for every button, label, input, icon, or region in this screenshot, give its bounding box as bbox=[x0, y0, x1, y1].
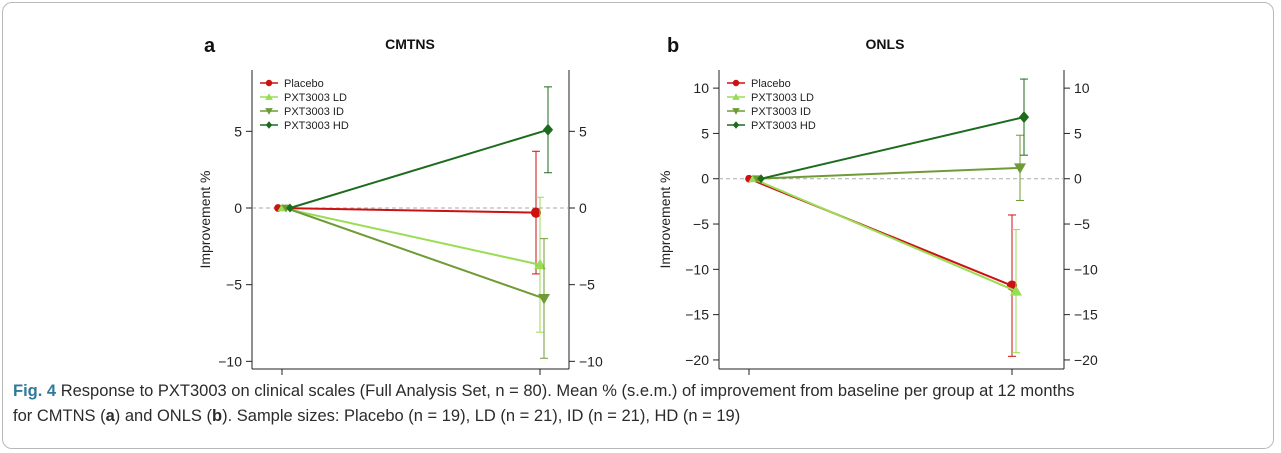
figure-frame bbox=[2, 2, 1274, 449]
series-line-3 bbox=[760, 116, 1025, 180]
caption-line2-c: ) and ONLS ( bbox=[114, 407, 212, 425]
data-point-12m bbox=[1010, 285, 1022, 296]
legend-label: PXT3003 LD bbox=[284, 92, 347, 104]
y-tick-label-left: 10 bbox=[693, 80, 709, 96]
legend-marker bbox=[265, 121, 273, 129]
legend-label: PXT3003 LD bbox=[751, 92, 814, 104]
x-tick-label: 12 Months bbox=[979, 377, 1044, 380]
caption-line2-a: for CMTNS ( bbox=[13, 407, 106, 425]
caption-line2-d: b bbox=[212, 407, 223, 425]
chart-panel-a: a CMTNS −10 −5 0 5 −10 −5 0 5 Baseline 12 Months Imp… bbox=[197, 35, 603, 380]
y-tick-label-left: −5 bbox=[226, 277, 242, 293]
data-point-baseline bbox=[757, 174, 765, 184]
chart-panel-b: b ONLS −20 −15 −10 −5 0 5 10 −20 −15 −10 −5 0 5 10 Basel… bbox=[657, 35, 1098, 380]
series-line-2 bbox=[285, 207, 545, 300]
legend-marker bbox=[732, 121, 740, 129]
data-point-12m bbox=[538, 293, 550, 305]
y-tick-label-left: −10 bbox=[218, 353, 242, 369]
data-point-12m bbox=[1014, 163, 1026, 174]
y-axis-label: Improvement % bbox=[197, 170, 213, 268]
data-point-12m bbox=[534, 258, 546, 270]
legend-label: Placebo bbox=[284, 78, 324, 90]
x-tick-label: Baseline bbox=[255, 377, 309, 380]
legend-label: PXT3003 ID bbox=[751, 106, 811, 118]
legend-label: PXT3003 HD bbox=[284, 120, 349, 132]
figure-charts: a CMTNS −10 −5 0 5 −10 −5 0 5 Baseline 12 Months Imp… bbox=[197, 35, 1098, 380]
y-tick-label-left: −10 bbox=[685, 261, 709, 277]
caption-line2-b: a bbox=[105, 407, 115, 425]
y-tick-label-left: −15 bbox=[685, 307, 709, 323]
y-tick-label-right: 0 bbox=[1074, 171, 1082, 187]
y-tick-label-right: −20 bbox=[1074, 352, 1098, 368]
y-axis-label: Improvement % bbox=[657, 170, 673, 268]
y-tick-label-right: −5 bbox=[579, 277, 595, 293]
legend-marker bbox=[732, 108, 740, 115]
y-tick-label-right: 0 bbox=[579, 200, 587, 216]
x-tick-label: Baseline bbox=[722, 377, 776, 380]
data-point-12m bbox=[530, 207, 542, 218]
series-line-0 bbox=[277, 207, 537, 214]
legend-marker bbox=[732, 93, 740, 100]
chart-title: CMTNS bbox=[385, 36, 435, 52]
series-line-2 bbox=[756, 166, 1021, 180]
legend-label: Placebo bbox=[751, 78, 791, 90]
series-line-1 bbox=[752, 177, 1017, 292]
data-point-12m bbox=[542, 123, 554, 136]
figure-caption: Fig. 4 Response to PXT3003 on clinical s… bbox=[13, 379, 1268, 429]
series-line-3 bbox=[289, 128, 549, 209]
series-line-1 bbox=[281, 207, 541, 266]
y-tick-label-right: 5 bbox=[579, 123, 587, 139]
data-point-baseline bbox=[286, 203, 294, 213]
data-point-12m bbox=[1018, 111, 1030, 124]
y-tick-label-right: 5 bbox=[1074, 125, 1082, 141]
y-tick-label-left: −20 bbox=[685, 352, 709, 368]
y-tick-label-left: 5 bbox=[234, 123, 242, 139]
panel-label: b bbox=[667, 35, 679, 57]
y-tick-label-right: −15 bbox=[1074, 307, 1098, 323]
y-tick-label-right: −5 bbox=[1074, 216, 1090, 232]
y-tick-label-left: 0 bbox=[701, 171, 709, 187]
panel-label: a bbox=[204, 35, 216, 57]
y-tick-label-left: 5 bbox=[701, 125, 709, 141]
legend-marker bbox=[265, 93, 273, 100]
x-tick-label: 12 Months bbox=[507, 377, 572, 380]
legend-label: PXT3003 HD bbox=[751, 120, 816, 132]
caption-fig-label: Fig. 4 bbox=[13, 382, 57, 400]
caption-line1: Response to PXT3003 on clinical scales (… bbox=[60, 382, 1075, 400]
y-tick-label-right: −10 bbox=[579, 353, 603, 369]
legend-label: PXT3003 ID bbox=[284, 106, 344, 118]
y-tick-label-left: −5 bbox=[693, 216, 709, 232]
y-tick-label-left: 0 bbox=[234, 200, 242, 216]
legend-marker bbox=[732, 79, 740, 87]
legend: Placebo PXT3003 LD PXT3003 ID PXT3003 HD bbox=[727, 78, 816, 132]
y-tick-label-right: 10 bbox=[1074, 80, 1090, 96]
legend-marker bbox=[265, 108, 273, 115]
legend: Placebo PXT3003 LD PXT3003 ID PXT3003 HD bbox=[260, 78, 349, 132]
y-tick-label-right: −10 bbox=[1074, 261, 1098, 277]
caption-line2-e: ). Sample sizes: Placebo (n = 19), LD (n… bbox=[222, 407, 741, 425]
chart-title: ONLS bbox=[866, 36, 905, 52]
legend-marker bbox=[265, 79, 273, 87]
